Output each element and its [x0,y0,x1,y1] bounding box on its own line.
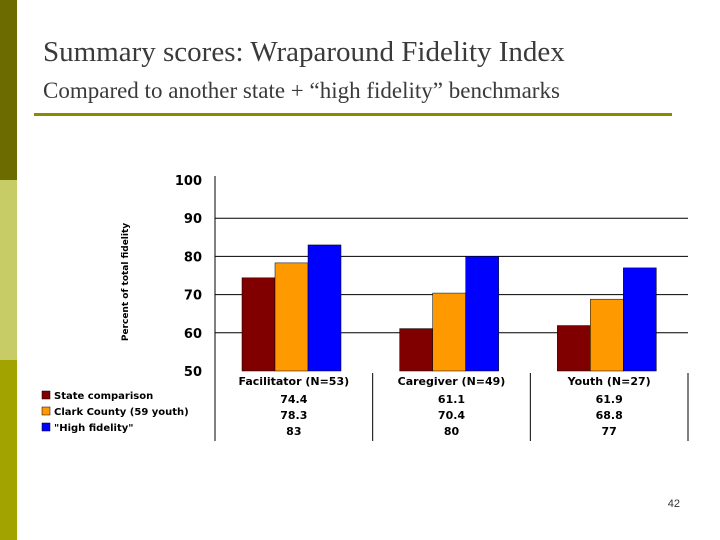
data-label-2-2: 70.4 [438,409,465,422]
left-band-light [0,180,17,360]
bar-2-2 [432,292,466,372]
bar-3-2 [465,256,499,372]
bar-1-2 [399,328,433,372]
legend-label-1: State comparison [54,391,153,402]
left-band-mid [0,360,17,540]
y-axis-label: Percent of total fidelity [121,223,131,341]
y-tick-label-80: 80 [184,250,202,265]
x-tick-label-3: Youth (N=27) [567,375,651,388]
left-band-dark [0,0,17,180]
y-tick-label-50: 50 [184,365,202,380]
y-tick-label-70: 70 [184,289,202,304]
data-label-3-3: 77 [602,425,617,438]
slide-subtitle: Compared to another state + “high fideli… [43,78,560,103]
data-label-3-2: 80 [444,425,460,438]
legend-swatch-1 [41,390,51,400]
y-tick-label-90: 90 [184,212,202,227]
bar-3-3 [623,267,657,372]
y-tick-label-100: 100 [175,174,202,189]
bar-2-3 [590,298,624,372]
x-tick-label-2: Caregiver (N=49) [398,375,506,388]
bar-2-1 [274,262,309,372]
bar-3-1 [307,244,342,372]
legend-swatch-2 [41,406,51,416]
slide-title: Summary scores: Wraparound Fidelity Inde… [43,36,565,68]
data-label-2-3: 68.8 [596,409,623,422]
data-label-3-1: 83 [286,425,301,438]
legend-label-3: "High fidelity" [54,423,133,434]
data-label-1-2: 61.1 [438,393,465,406]
page-number: 42 [667,498,680,510]
legend-swatch-3 [41,422,51,432]
title-rule [34,113,672,116]
data-label-1-1: 74.4 [280,393,307,406]
bar-1-1 [241,277,276,372]
bar-1-3 [557,325,591,372]
y-tick-label-60: 60 [184,327,202,342]
data-label-2-1: 78.3 [280,409,307,422]
x-tick-label-1: Facilitator (N=53) [238,375,349,388]
data-label-1-3: 61.9 [596,393,623,406]
legend-label-2: Clark County (59 youth) [54,407,189,418]
